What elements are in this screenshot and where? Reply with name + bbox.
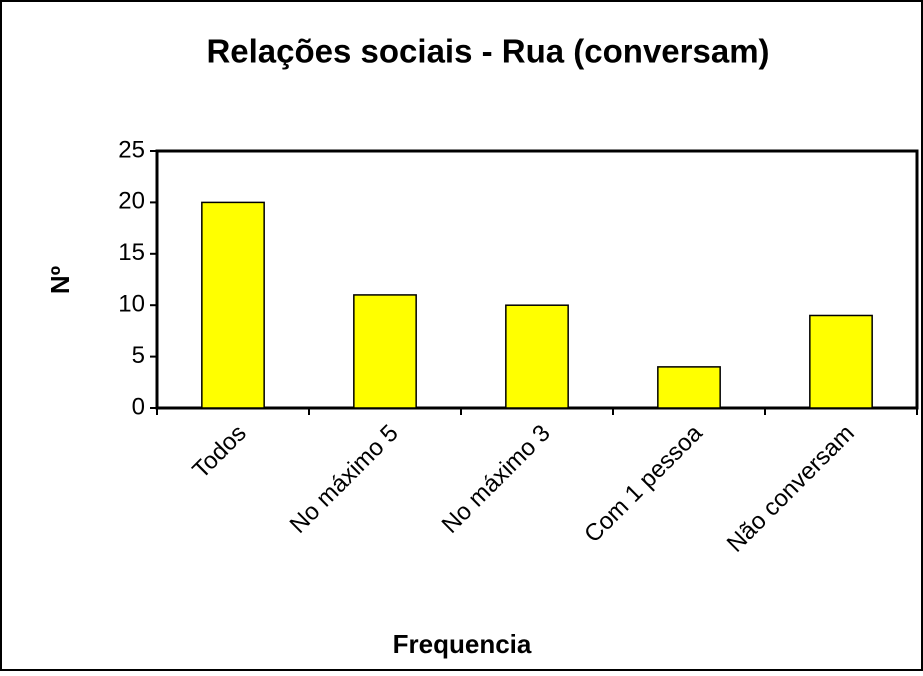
bar	[353, 294, 417, 409]
bar	[657, 366, 721, 409]
y-tick-label: 20	[118, 188, 145, 215]
bar	[809, 314, 873, 409]
bar	[201, 201, 265, 409]
y-tick-label: 15	[118, 239, 145, 266]
chart-title: Relações sociais - Rua (conversam)	[206, 33, 769, 70]
y-tick-label: 5	[132, 342, 145, 369]
y-axis-label: Nº	[45, 265, 75, 294]
y-tick-label: 0	[132, 393, 145, 420]
y-tick-label: 25	[118, 136, 145, 163]
x-axis-label: Frequencia	[393, 629, 532, 659]
y-tick-label: 10	[118, 291, 145, 318]
bar	[505, 304, 569, 409]
